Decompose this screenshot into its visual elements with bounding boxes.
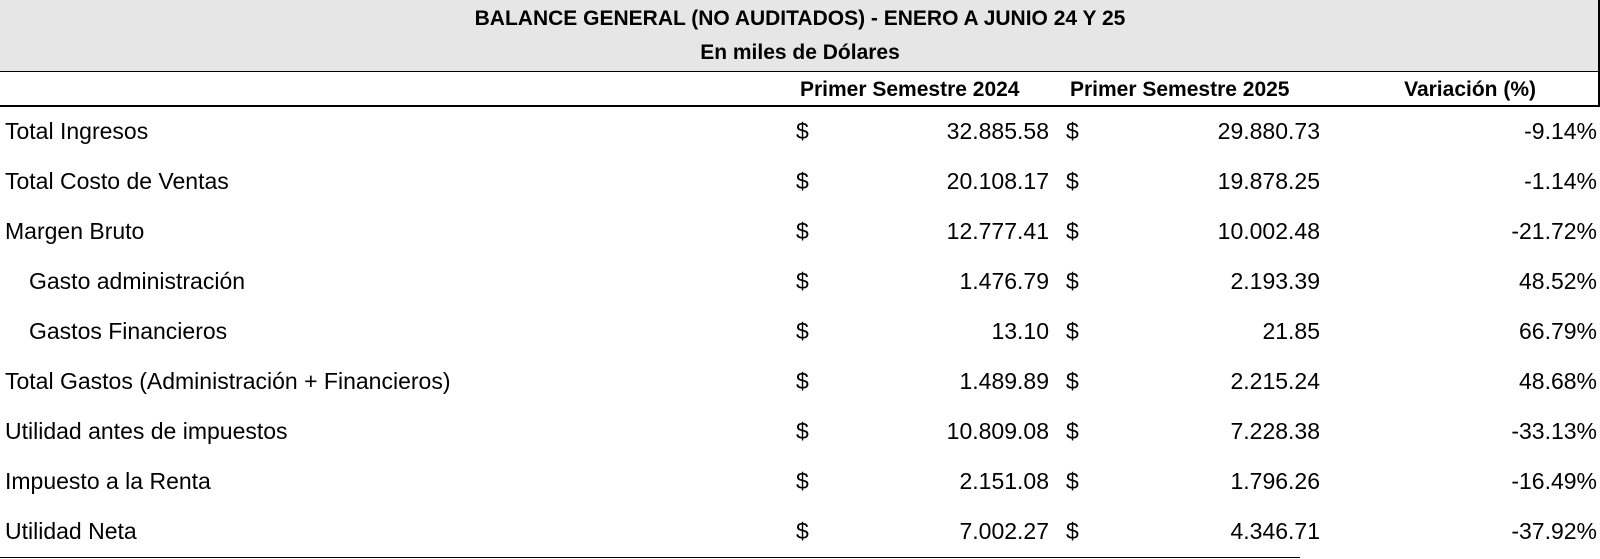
- table-row: Gasto administración $ 1.476.79 $ 2.193.…: [0, 256, 1600, 306]
- value-variation: 48.52%: [1518, 268, 1597, 294]
- value-variation: 48.68%: [1518, 368, 1597, 394]
- value-variation: -21.72%: [1511, 218, 1597, 244]
- column-header-2024: Primer Semestre 2024: [800, 78, 1020, 101]
- column-header-variation: Variación (%): [1404, 78, 1536, 101]
- table-row: Total Ingresos $ 32.885.58 $ 29.880.73 -…: [0, 106, 1600, 156]
- table-row: Utilidad Neta $ 7.002.27 $ 4.346.71 -37.…: [0, 506, 1600, 556]
- row-label: Total Costo de Ventas: [5, 168, 229, 194]
- currency-symbol-2025: $: [1066, 518, 1079, 544]
- value-2025: 4.346.71: [1230, 518, 1320, 544]
- currency-symbol-2024: $: [796, 268, 809, 294]
- currency-symbol-2025: $: [1066, 368, 1079, 394]
- row-label: Gasto administración: [29, 268, 246, 294]
- currency-symbol-2025: $: [1066, 218, 1079, 244]
- value-variation: -33.13%: [1511, 418, 1597, 444]
- divider-title: [0, 71, 1600, 72]
- value-2024: 20.108.17: [946, 168, 1049, 194]
- value-variation: 66.79%: [1518, 318, 1597, 344]
- value-2025: 21.85: [1262, 318, 1320, 344]
- currency-symbol-2024: $: [796, 518, 809, 544]
- value-2024: 12.777.41: [946, 218, 1049, 244]
- currency-symbol-2024: $: [796, 118, 809, 144]
- divider-bottom: [0, 557, 1300, 558]
- table-row: Total Gastos (Administración + Financier…: [0, 356, 1600, 406]
- row-label: Gastos Financieros: [29, 318, 228, 344]
- divider-header: [0, 105, 1600, 107]
- value-variation: -9.14%: [1524, 118, 1597, 144]
- table-row: Total Costo de Ventas $ 20.108.17 $ 19.8…: [0, 156, 1600, 206]
- row-label: Total Gastos (Administración + Financier…: [5, 368, 451, 394]
- value-2024: 13.10: [991, 318, 1049, 344]
- value-2025: 2.193.39: [1230, 268, 1320, 294]
- currency-symbol-2024: $: [796, 318, 809, 344]
- table-row: Impuesto a la Renta $ 2.151.08 $ 1.796.2…: [0, 456, 1600, 506]
- row-label: Utilidad Neta: [5, 518, 137, 544]
- divider-right-edge: [1598, 0, 1600, 106]
- value-2025: 2.215.24: [1230, 368, 1320, 394]
- table-body: Total Ingresos $ 32.885.58 $ 29.880.73 -…: [0, 106, 1600, 556]
- currency-symbol-2025: $: [1066, 318, 1079, 344]
- currency-symbol-2024: $: [796, 168, 809, 194]
- value-variation: -16.49%: [1511, 468, 1597, 494]
- value-2025: 1.796.26: [1230, 468, 1320, 494]
- column-header-2025: Primer Semestre 2025: [1070, 78, 1290, 101]
- value-2024: 2.151.08: [959, 468, 1049, 494]
- row-label: Margen Bruto: [5, 218, 145, 244]
- value-2025: 29.880.73: [1217, 118, 1320, 144]
- sheet-subtitle: En miles de Dólares: [700, 41, 900, 64]
- value-2024: 1.489.89: [959, 368, 1049, 394]
- value-2024: 1.476.79: [959, 268, 1049, 294]
- currency-symbol-2024: $: [796, 368, 809, 394]
- value-2025: 7.228.38: [1230, 418, 1320, 444]
- currency-symbol-2024: $: [796, 468, 809, 494]
- currency-symbol-2025: $: [1066, 118, 1079, 144]
- value-2024: 32.885.58: [946, 118, 1049, 144]
- table-row: Utilidad antes de impuestos $ 10.809.08 …: [0, 406, 1600, 456]
- value-variation: -1.14%: [1524, 168, 1597, 194]
- row-label: Utilidad antes de impuestos: [5, 418, 288, 444]
- table-row: Gastos Financieros $ 13.10 $ 21.85 66.79…: [0, 306, 1600, 356]
- row-label: Total Ingresos: [5, 118, 149, 144]
- currency-symbol-2025: $: [1066, 168, 1079, 194]
- title-band: [0, 0, 1600, 71]
- sheet-title: BALANCE GENERAL (NO AUDITADOS) - ENERO A…: [474, 7, 1126, 30]
- table-row: Margen Bruto $ 12.777.41 $ 10.002.48 -21…: [0, 206, 1600, 256]
- value-variation: -37.92%: [1511, 518, 1597, 544]
- value-2024: 10.809.08: [946, 418, 1049, 444]
- value-2024: 7.002.27: [959, 518, 1049, 544]
- value-2025: 19.878.25: [1217, 168, 1320, 194]
- currency-symbol-2025: $: [1066, 268, 1079, 294]
- currency-symbol-2025: $: [1066, 468, 1079, 494]
- row-label: Impuesto a la Renta: [5, 468, 211, 494]
- value-2025: 10.002.48: [1217, 218, 1320, 244]
- currency-symbol-2024: $: [796, 218, 809, 244]
- currency-symbol-2024: $: [796, 418, 809, 444]
- currency-symbol-2025: $: [1066, 418, 1079, 444]
